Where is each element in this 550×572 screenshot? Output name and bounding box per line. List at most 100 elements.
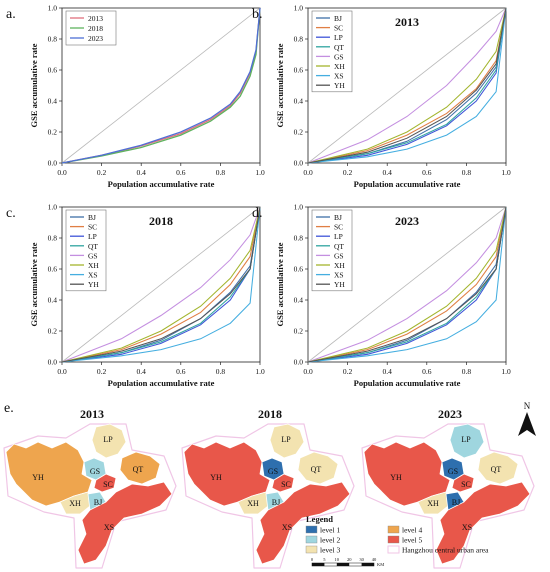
x-tick-label: 1.0 bbox=[255, 367, 265, 376]
y-tick-label: 1.0 bbox=[48, 203, 58, 212]
y-tick-label: 0.4 bbox=[48, 97, 58, 106]
map-legend-label: level 4 bbox=[402, 526, 422, 535]
y-axis-label: GSE accumulative rate bbox=[29, 242, 39, 326]
y-tick-label: 0.2 bbox=[48, 327, 58, 336]
district-XS bbox=[435, 481, 531, 565]
panel-label: b. bbox=[252, 7, 263, 22]
y-tick-label: 0.0 bbox=[294, 358, 304, 367]
legend-box bbox=[311, 10, 353, 93]
district-label: LP bbox=[461, 435, 471, 444]
x-tick-label: 0.2 bbox=[343, 367, 353, 376]
x-tick-label: 0.0 bbox=[57, 168, 67, 177]
x-tick-label: 0.4 bbox=[137, 168, 147, 177]
x-tick-label: 0.6 bbox=[422, 168, 432, 177]
legend-label: BJ bbox=[334, 14, 342, 23]
chart-panel: 0.0 0.2 0.4 0.6 0.8 1.0 0.0 0.2 0.4 0.6 0.8 1.0 Popu… bbox=[6, 203, 265, 388]
district-QT bbox=[477, 451, 519, 485]
plot-frame bbox=[61, 206, 261, 363]
legend-label: 2013 bbox=[88, 14, 103, 23]
district-label: BJ bbox=[94, 498, 102, 507]
legend-label: YH bbox=[334, 81, 345, 90]
series-line-XH bbox=[307, 7, 507, 164]
chart-panel: 0.0 0.2 0.4 0.6 0.8 1.0 0.0 0.2 0.4 0.6 0.8 1.0 Popu… bbox=[252, 4, 511, 189]
district-label: BJ bbox=[452, 498, 460, 507]
panel-label: d. bbox=[252, 206, 263, 221]
legend-swatch-urban-area bbox=[387, 545, 400, 554]
y-tick-label: 0.8 bbox=[294, 234, 304, 243]
legend-label: XS bbox=[334, 271, 344, 280]
x-tick-label: 0.0 bbox=[303, 168, 313, 177]
x-tick-label: 1.0 bbox=[501, 168, 511, 177]
district-YH bbox=[183, 441, 271, 507]
district-label: GS bbox=[448, 467, 458, 476]
y-axis-label: GSE accumulative rate bbox=[275, 43, 285, 127]
map-year-title: 2013 bbox=[80, 407, 104, 421]
district-label: GS bbox=[90, 467, 100, 476]
district-label: LP bbox=[103, 435, 113, 444]
map-year-title: 2018 bbox=[258, 407, 282, 421]
legend-label: LP bbox=[88, 232, 97, 241]
map-year-title: 2023 bbox=[438, 407, 462, 421]
x-tick-label: 1.0 bbox=[501, 367, 511, 376]
legend-box bbox=[65, 209, 107, 292]
series-line-SC bbox=[307, 7, 507, 164]
series-line-SC bbox=[307, 206, 507, 363]
chart-panel: 0.0 0.2 0.4 0.6 0.8 1.0 0.0 0.2 0.4 0.6 0.8 1.0 Popu… bbox=[6, 4, 265, 189]
scale-bar-segment bbox=[361, 563, 374, 566]
legend-label: XS bbox=[334, 72, 344, 81]
district-label: YH bbox=[32, 473, 44, 482]
scale-bar-label: 20 bbox=[347, 557, 352, 562]
series-line-XH bbox=[61, 206, 261, 363]
series-line-GS bbox=[307, 206, 507, 363]
district-XS bbox=[77, 481, 173, 565]
scale-bar-segment bbox=[336, 563, 350, 566]
scale-bar-label: 30 bbox=[359, 557, 364, 562]
district-label: QT bbox=[311, 465, 322, 474]
x-tick-label: 0.4 bbox=[137, 367, 147, 376]
map-legend-label: level 2 bbox=[320, 536, 340, 545]
district-label: QT bbox=[491, 465, 502, 474]
x-tick-label: 0.0 bbox=[57, 367, 67, 376]
district-label: SC bbox=[461, 480, 471, 489]
panel-label-e: e. bbox=[4, 401, 14, 416]
scale-bar-label: 40 bbox=[372, 557, 377, 562]
legend-label: BJ bbox=[88, 213, 96, 222]
map-legend-label: level 5 bbox=[402, 536, 422, 545]
legend-label: GS bbox=[88, 251, 98, 260]
y-tick-label: 0.0 bbox=[48, 159, 58, 168]
x-tick-label: 0.6 bbox=[176, 367, 186, 376]
map-legend-label: level 1 bbox=[320, 526, 340, 535]
series-line-XH bbox=[307, 206, 507, 363]
district-YH bbox=[363, 441, 451, 507]
y-tick-label: 0.4 bbox=[48, 296, 58, 305]
series-line-GS bbox=[61, 206, 261, 363]
y-tick-label: 0.4 bbox=[294, 97, 304, 106]
y-tick-label: 0.6 bbox=[48, 66, 58, 75]
plot-frame bbox=[307, 206, 507, 363]
y-tick-label: 0.0 bbox=[294, 159, 304, 168]
district-LP bbox=[269, 423, 305, 459]
legend-label: BJ bbox=[334, 213, 342, 222]
scale-bar-segment bbox=[312, 563, 325, 566]
series-line-XS bbox=[61, 206, 261, 363]
series-line-XS bbox=[307, 7, 507, 164]
series-line-YH bbox=[307, 206, 507, 363]
chart-panel: 0.0 0.2 0.4 0.6 0.8 1.0 0.0 0.2 0.4 0.6 0.8 1.0 Popu… bbox=[252, 203, 511, 388]
y-tick-label: 0.6 bbox=[294, 265, 304, 274]
legend-swatch-level-3 bbox=[305, 545, 318, 554]
legend-swatch-level-5 bbox=[387, 535, 400, 544]
legend-label: QT bbox=[88, 242, 98, 251]
map-legend-title: Legend bbox=[306, 514, 333, 524]
y-tick-label: 0.6 bbox=[48, 265, 58, 274]
equality-line bbox=[61, 7, 261, 164]
y-tick-label: 0.2 bbox=[294, 128, 304, 137]
urban-area-outline bbox=[3, 423, 177, 569]
district-label: YH bbox=[390, 473, 402, 482]
